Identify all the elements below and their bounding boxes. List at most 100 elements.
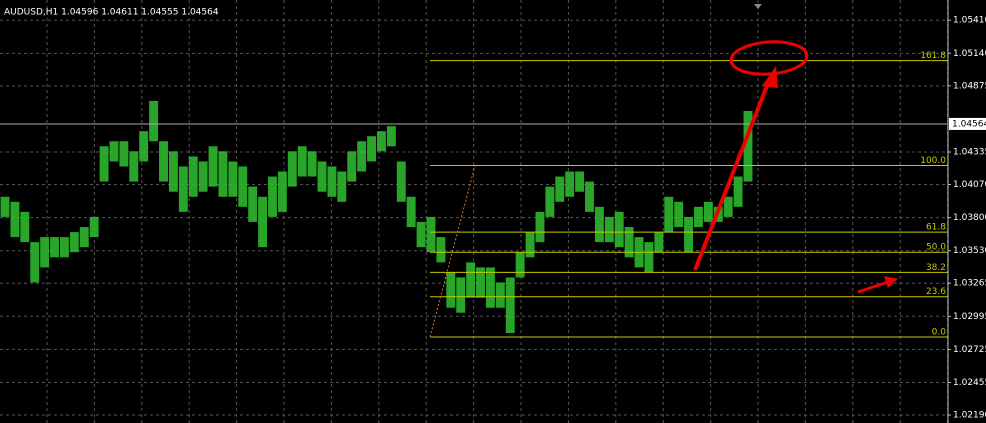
price-bar	[268, 176, 277, 217]
y-tick-label: 1.02190	[953, 411, 986, 421]
price-bar	[664, 196, 674, 233]
price-bar	[0, 196, 10, 217]
price-bar	[406, 196, 416, 228]
shift-marker	[754, 4, 762, 9]
price-bar	[466, 262, 476, 298]
fib-trendline	[429, 165, 476, 338]
price-bar	[654, 232, 664, 253]
price-bar	[79, 227, 89, 248]
price-bar	[178, 166, 188, 212]
price-bar	[59, 237, 69, 258]
price-bar	[545, 186, 555, 217]
price-bar	[287, 151, 297, 187]
price-bar	[337, 171, 347, 202]
annotation-arrowhead	[762, 66, 778, 88]
price-bar	[733, 176, 743, 207]
price-bar	[396, 161, 406, 202]
y-tick-label: 1.02455	[953, 378, 986, 388]
price-bar	[119, 141, 129, 167]
price-bar	[535, 211, 545, 243]
price-bar	[585, 181, 594, 212]
y-tick-label: 1.03530	[953, 246, 986, 256]
price-bar	[10, 201, 20, 238]
price-bar	[238, 166, 248, 207]
price-bar	[594, 206, 604, 243]
price-bar	[456, 277, 466, 313]
price-bar	[694, 206, 703, 228]
y-tick-label: 1.04335	[953, 148, 986, 158]
price-bar	[674, 201, 684, 228]
price-bar	[367, 136, 377, 162]
price-bar	[297, 146, 307, 177]
price-bar	[208, 146, 218, 187]
price-bar	[703, 201, 713, 222]
annotation-arrow	[857, 280, 889, 294]
price-bar	[743, 110, 753, 182]
price-bar	[723, 196, 733, 217]
price-bar	[515, 252, 525, 278]
price-bar	[198, 161, 208, 192]
price-bar	[89, 216, 99, 238]
price-bar	[109, 141, 119, 162]
price-bar	[188, 156, 198, 197]
price-bar	[357, 141, 367, 172]
price-bar	[50, 237, 59, 258]
price-bar	[495, 282, 505, 308]
price-bar	[40, 237, 50, 268]
price-bar	[307, 151, 317, 177]
price-bar	[248, 186, 258, 222]
annotation-arrowhead	[884, 276, 898, 288]
fib-label: 161.8	[920, 51, 946, 61]
price-bar	[159, 141, 168, 182]
price-bar	[416, 221, 426, 248]
price-bar	[436, 237, 446, 263]
y-tick-label: 1.02995	[953, 312, 986, 322]
y-tick-label: 1.04070	[953, 180, 986, 190]
annotation-circle	[729, 40, 809, 76]
price-bar	[139, 131, 149, 162]
price-bar	[555, 176, 565, 202]
price-bar	[684, 216, 694, 253]
price-bar	[426, 216, 436, 253]
price-bar	[386, 126, 396, 147]
price-bar	[99, 146, 109, 182]
chart-title: AUDUSD,H1 1.04596 1.04611 1.04555 1.0456…	[4, 8, 219, 18]
price-bar	[604, 216, 614, 243]
fib-label: 50.0	[926, 243, 946, 253]
y-tick-label: 1.05410	[953, 16, 986, 26]
price-bar	[168, 151, 178, 192]
price-bar	[644, 242, 654, 273]
price-bar	[575, 171, 585, 192]
price-bar	[228, 161, 238, 197]
price-bar	[485, 267, 495, 308]
price-bar	[277, 171, 287, 212]
price-bar	[565, 171, 575, 197]
current-price-box	[949, 117, 986, 130]
y-tick-label: 1.03800	[953, 213, 986, 223]
price-bar	[327, 166, 337, 197]
price-bar	[476, 267, 485, 298]
current-price-label: 1.04564	[952, 119, 986, 129]
y-tick-label: 1.04875	[953, 81, 986, 91]
y-tick-label: 1.05140	[953, 49, 986, 59]
price-bar	[69, 232, 79, 253]
price-bar	[20, 211, 30, 243]
fib-label: 61.8	[926, 223, 946, 233]
y-tick-label: 1.03265	[953, 279, 986, 289]
price-bar	[525, 232, 535, 258]
price-bar	[149, 100, 159, 142]
price-bar	[30, 242, 40, 283]
price-bar	[614, 211, 624, 248]
annotation-arrow	[693, 77, 772, 271]
price-bar	[317, 161, 327, 192]
price-bar	[446, 272, 456, 308]
price-bar	[347, 151, 357, 182]
fib-label: 0.0	[932, 328, 947, 338]
grid	[0, 0, 949, 423]
fib-label: 38.2	[926, 263, 946, 273]
price-bar	[129, 151, 139, 182]
fib-label: 100.0	[920, 156, 946, 166]
fib-label: 23.6	[926, 287, 946, 297]
